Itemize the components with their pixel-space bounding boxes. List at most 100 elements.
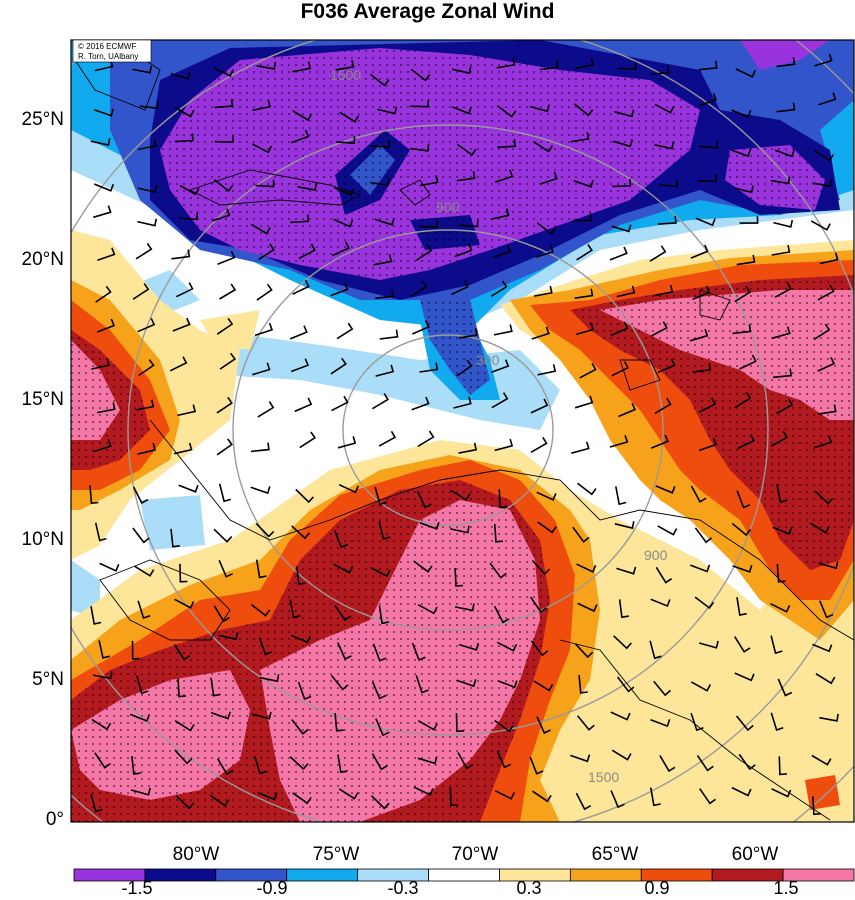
wind-barb xyxy=(218,483,232,503)
wind-barb xyxy=(91,358,110,370)
wind-barb xyxy=(334,187,355,196)
wind-barb xyxy=(496,750,512,769)
wind-barb xyxy=(614,109,635,118)
wind-barb xyxy=(776,57,796,68)
wind-barb xyxy=(91,718,112,731)
wind-barb xyxy=(531,326,550,340)
wind-barb xyxy=(130,787,151,796)
wind-barb xyxy=(378,430,397,447)
wind-barb xyxy=(174,133,194,143)
wind-barb xyxy=(250,442,270,453)
wind-barb xyxy=(292,792,312,805)
wind-barb xyxy=(334,712,344,732)
wind-barb xyxy=(690,681,712,692)
wind-barb xyxy=(216,396,233,414)
wind-barb xyxy=(773,219,794,228)
wind-barb xyxy=(410,143,430,152)
wind-barb xyxy=(612,139,633,148)
wind-barb xyxy=(530,640,549,657)
wind-barb xyxy=(336,642,352,661)
ring-900 xyxy=(127,124,769,736)
wind-barb xyxy=(734,392,752,409)
wind-barb xyxy=(690,564,711,573)
wind-barb xyxy=(410,68,431,82)
wind-barbs xyxy=(89,53,839,816)
wind-barb xyxy=(698,397,717,414)
wind-barb xyxy=(529,104,550,113)
wind-barb xyxy=(259,674,280,683)
wind-barb xyxy=(497,680,518,689)
wind-barb xyxy=(814,150,834,162)
wind-barb xyxy=(135,399,155,411)
wind-barb xyxy=(659,179,679,188)
wind-barb xyxy=(770,635,783,655)
wind-barb xyxy=(216,317,234,335)
wind-barb xyxy=(575,57,595,70)
wind-barb xyxy=(618,599,630,619)
wind-barb xyxy=(657,215,677,225)
wind-barb xyxy=(494,789,515,800)
wind-barb xyxy=(410,99,429,108)
wind-barb xyxy=(211,208,231,222)
wind-barb xyxy=(772,326,791,339)
ring-label-900b: 900 xyxy=(644,547,668,563)
wind-barb xyxy=(137,600,151,620)
wind-barb xyxy=(174,598,195,609)
wind-barb xyxy=(650,719,671,728)
wind-barb xyxy=(136,675,149,695)
wind-barb xyxy=(610,711,631,721)
wind-barb xyxy=(650,434,669,449)
wind-barb xyxy=(210,677,221,697)
wind-barb xyxy=(174,749,193,765)
wind-barb xyxy=(218,632,239,641)
wind-barb xyxy=(770,176,791,185)
wind-barb xyxy=(610,790,625,809)
wind-barb xyxy=(731,109,752,118)
wind-barb xyxy=(291,525,311,540)
wind-barb xyxy=(256,61,277,70)
wind-barb xyxy=(173,442,193,455)
wind-barb xyxy=(650,598,671,608)
wind-barb xyxy=(818,92,837,106)
wind-barb xyxy=(411,320,430,335)
wind-barb xyxy=(657,525,678,536)
wind-barb xyxy=(574,395,594,409)
wind-barb xyxy=(776,563,786,583)
lat-label: 0° xyxy=(46,809,64,830)
wind-barb xyxy=(210,711,231,720)
wind-barb xyxy=(570,131,590,143)
wind-barb xyxy=(378,521,391,540)
wind-barb xyxy=(578,674,588,694)
wind-barb xyxy=(417,720,438,731)
wind-barb xyxy=(814,490,834,505)
wind-barb xyxy=(818,561,839,570)
wind-barb xyxy=(571,441,590,454)
wind-barb xyxy=(493,605,510,624)
wind-barb xyxy=(175,795,195,810)
wind-barb xyxy=(370,795,390,810)
wind-barb xyxy=(813,435,833,449)
wind-barb xyxy=(290,634,311,644)
wind-barb xyxy=(131,640,140,660)
wind-barb xyxy=(251,711,272,720)
colorbar-label: 0.9 xyxy=(644,878,669,898)
wind-barb xyxy=(731,786,752,797)
wind-barb xyxy=(372,643,387,662)
wind-barb xyxy=(371,393,390,410)
wind-barb xyxy=(539,60,559,71)
colorbar xyxy=(73,868,855,882)
wind-barb xyxy=(579,362,597,379)
wind-barb xyxy=(532,790,552,803)
wind-barb xyxy=(489,562,507,579)
ring-label-300: 300 xyxy=(476,352,500,368)
wind-barb xyxy=(375,364,395,377)
lat-label: 15°N xyxy=(22,389,64,410)
wind-barb xyxy=(296,566,306,586)
wind-barb xyxy=(254,755,267,775)
wind-barb xyxy=(736,254,756,266)
wind-barb xyxy=(135,242,153,260)
wind-barb xyxy=(612,178,632,188)
